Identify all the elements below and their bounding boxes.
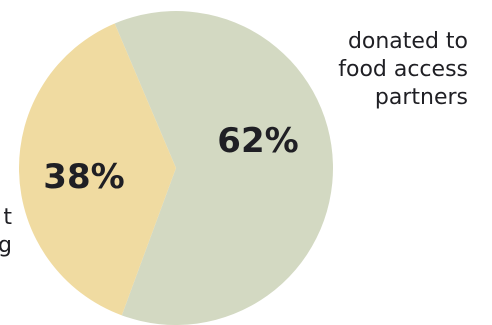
annotation-line: donated to: [347, 29, 468, 54]
slice-label-38: 38%: [43, 157, 124, 197]
annotation-line: food access: [338, 57, 468, 82]
annotation-left-cut: t g: [0, 204, 12, 260]
annotation-line: partners: [374, 85, 468, 110]
annotation-line: g: [0, 233, 12, 258]
annotation-line: t: [3, 205, 12, 230]
slice-label-62: 62%: [217, 121, 298, 161]
pie-slices: [18, 11, 333, 325]
pie-slice-38: [18, 23, 176, 316]
pie-slice-62: [114, 11, 333, 325]
annotation-donated: donated to food access partners: [338, 28, 468, 112]
